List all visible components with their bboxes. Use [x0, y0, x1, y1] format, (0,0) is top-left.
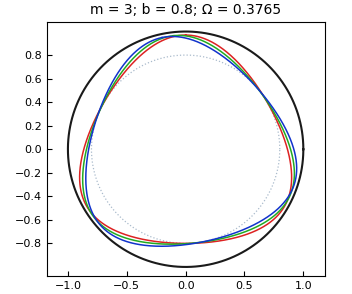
Title: m = 3; b = 0.8; Ω = 0.3765: m = 3; b = 0.8; Ω = 0.3765 — [90, 3, 281, 17]
